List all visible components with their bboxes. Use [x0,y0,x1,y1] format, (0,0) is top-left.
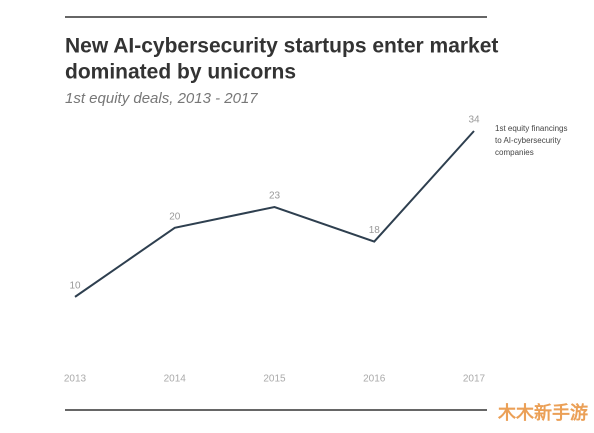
annotation: to AI-cybersecurity [495,136,561,145]
value-label: 20 [169,211,181,222]
value-label: 10 [69,281,81,292]
chart-title: New AI-cybersecurity startups enter mark… [65,35,498,58]
value-label: 18 [369,225,381,236]
watermark: 木木新手游 [497,402,588,423]
annotation: 1st equity financings [495,124,568,133]
x-tick-label: 2016 [363,374,386,385]
annotation: companies [495,148,534,157]
x-tick-label: 2015 [263,374,286,385]
x-tick-label: 2014 [164,374,187,385]
value-label: 34 [468,115,480,126]
chart-title: dominated by unicorns [65,61,296,84]
line [74,130,475,298]
value-label: 23 [269,191,281,202]
chart-subtitle: 1st equity deals, 2013 - 2017 [65,90,258,107]
x-tick-label: 2013 [64,374,87,385]
x-tick-label: 2017 [463,374,486,385]
